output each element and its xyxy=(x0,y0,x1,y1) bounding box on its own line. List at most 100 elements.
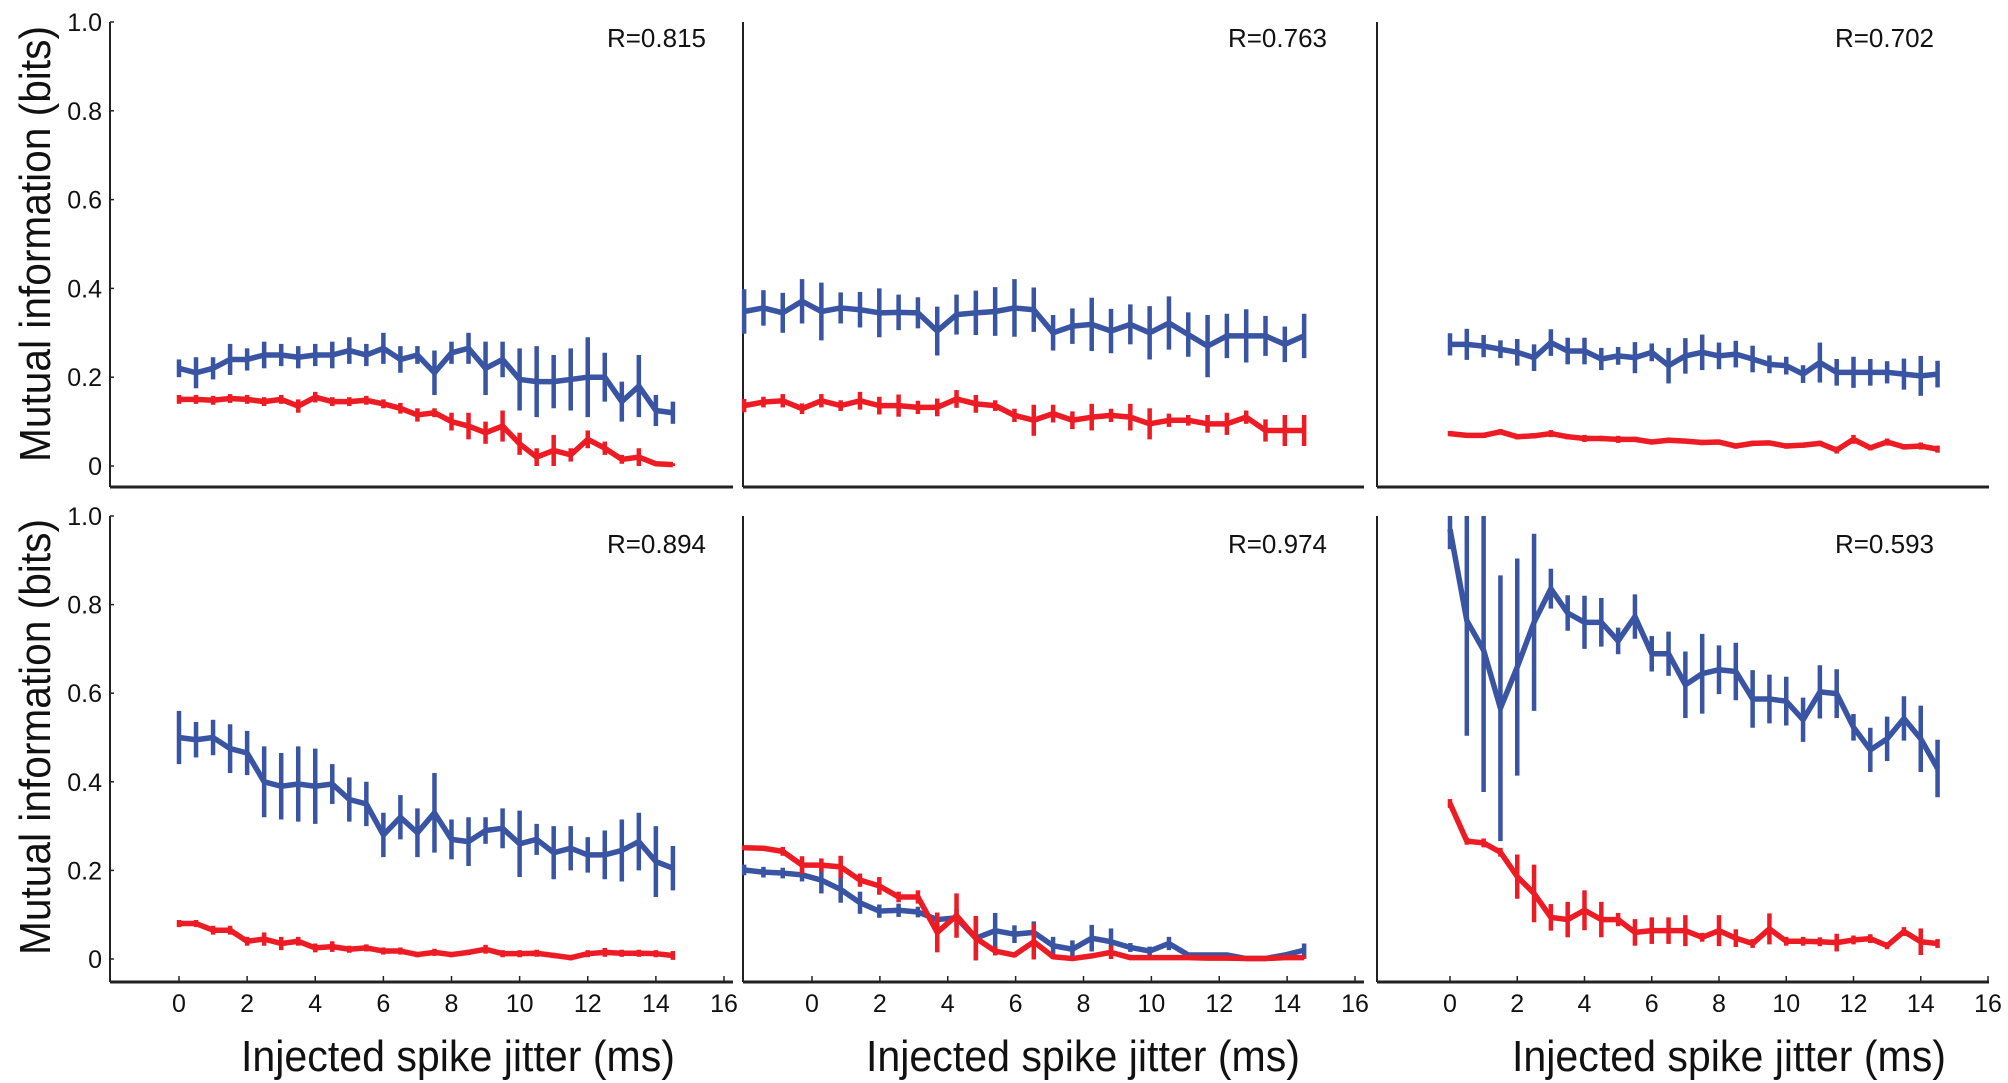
data-point xyxy=(620,951,624,955)
data-point xyxy=(1206,956,1210,960)
data-point xyxy=(1667,652,1671,656)
x-tick-label: 4 xyxy=(308,990,322,1018)
data-point xyxy=(279,784,283,788)
y-tick-label: 0.4 xyxy=(67,275,102,303)
data-point xyxy=(1070,947,1074,951)
data-point xyxy=(1734,444,1738,448)
data-point xyxy=(858,901,862,905)
y-tick-label: 1.0 xyxy=(67,503,102,531)
data-point xyxy=(1885,440,1889,444)
data-point xyxy=(1919,374,1923,378)
data-point xyxy=(450,420,453,424)
data-point xyxy=(296,355,300,359)
correlation-annotation: R=0.763 xyxy=(1228,23,1327,53)
data-point xyxy=(1186,418,1190,422)
data-point xyxy=(1549,432,1553,436)
data-point xyxy=(296,939,300,943)
series-line-red xyxy=(1449,429,1939,453)
panel-4: 1.0 0.8 0.6 0.4 0.2 0 0 2 4 6 8 10 12 14 16 R=0.894 xyxy=(67,503,738,1018)
series-line-blue xyxy=(743,298,1306,349)
data-point xyxy=(211,928,215,932)
data-point xyxy=(1583,436,1586,440)
data-point xyxy=(603,375,607,379)
x-axis-label-col3: Injected spike jitter (ms) xyxy=(1512,1032,1946,1081)
data-point xyxy=(535,837,539,841)
data-point xyxy=(1167,956,1171,960)
data-point xyxy=(1532,620,1536,624)
panel-2: R=0.763 xyxy=(741,22,1364,489)
data-point xyxy=(637,951,641,955)
series-line-red xyxy=(179,920,674,961)
x-tick-label: 4 xyxy=(1578,990,1592,1018)
data-point xyxy=(1109,940,1113,944)
data-point xyxy=(1583,349,1586,353)
data-point xyxy=(228,928,232,932)
data-point xyxy=(742,868,746,872)
data-point xyxy=(1283,956,1287,960)
data-point xyxy=(1302,428,1306,432)
x-tick-label: 8 xyxy=(1077,990,1091,1018)
panel-6: 0 2 4 6 8 10 12 14 16 R=0.593 xyxy=(1376,516,2002,1018)
data-point xyxy=(1090,415,1094,419)
data-point xyxy=(1633,437,1637,441)
data-point xyxy=(1650,929,1654,933)
data-point xyxy=(819,309,823,313)
data-point xyxy=(916,311,920,315)
data-point xyxy=(1109,950,1113,954)
data-point xyxy=(800,407,804,411)
series-line-red xyxy=(1447,802,1938,949)
data-point xyxy=(1032,940,1036,944)
data-point xyxy=(1482,433,1486,437)
data-point xyxy=(839,306,843,310)
data-point xyxy=(296,782,300,786)
data-point xyxy=(1868,370,1872,374)
data-point xyxy=(800,873,804,877)
data-point xyxy=(1090,936,1094,940)
data-point xyxy=(364,398,368,402)
data-point xyxy=(1633,615,1637,619)
data-point xyxy=(330,945,334,949)
data-point xyxy=(484,829,488,833)
data-point xyxy=(1302,334,1306,338)
data-point xyxy=(347,798,351,802)
data-point xyxy=(330,400,334,404)
data-point xyxy=(245,357,249,361)
data-point xyxy=(501,357,505,361)
data-point xyxy=(1717,929,1721,933)
data-point xyxy=(603,853,607,857)
data-point xyxy=(1767,927,1771,931)
data-point xyxy=(552,953,556,957)
correlation-annotation: R=0.815 xyxy=(607,23,706,53)
data-point xyxy=(1767,441,1771,445)
data-point xyxy=(1700,350,1704,354)
x-tick-label: 2 xyxy=(873,990,887,1018)
data-point xyxy=(518,952,522,956)
data-point xyxy=(1128,956,1132,960)
data-point xyxy=(398,815,402,819)
data-point xyxy=(1599,620,1603,624)
data-point xyxy=(935,930,939,934)
series-line-blue xyxy=(743,867,1305,962)
data-point xyxy=(1868,446,1872,450)
data-point xyxy=(1734,352,1738,356)
y-tick-label: 0.6 xyxy=(67,187,102,215)
data-point xyxy=(1109,329,1113,333)
data-point xyxy=(586,853,590,857)
y-axis-label-top: Mutual information (bits) xyxy=(11,26,60,462)
data-point xyxy=(177,736,181,739)
data-point xyxy=(535,951,539,955)
y-tick-label: 0 xyxy=(88,946,102,974)
series-line-blue xyxy=(1447,528,1940,770)
data-point xyxy=(654,409,658,412)
x-tick-label: 8 xyxy=(1712,990,1726,1018)
data-point xyxy=(1070,418,1074,422)
x-tick-label: 4 xyxy=(941,990,955,1018)
data-point xyxy=(916,405,920,409)
data-point xyxy=(432,371,436,375)
data-point xyxy=(1225,956,1229,960)
data-point xyxy=(569,453,573,457)
data-point xyxy=(330,353,334,357)
data-point xyxy=(1700,440,1704,444)
data-point xyxy=(1549,341,1553,345)
